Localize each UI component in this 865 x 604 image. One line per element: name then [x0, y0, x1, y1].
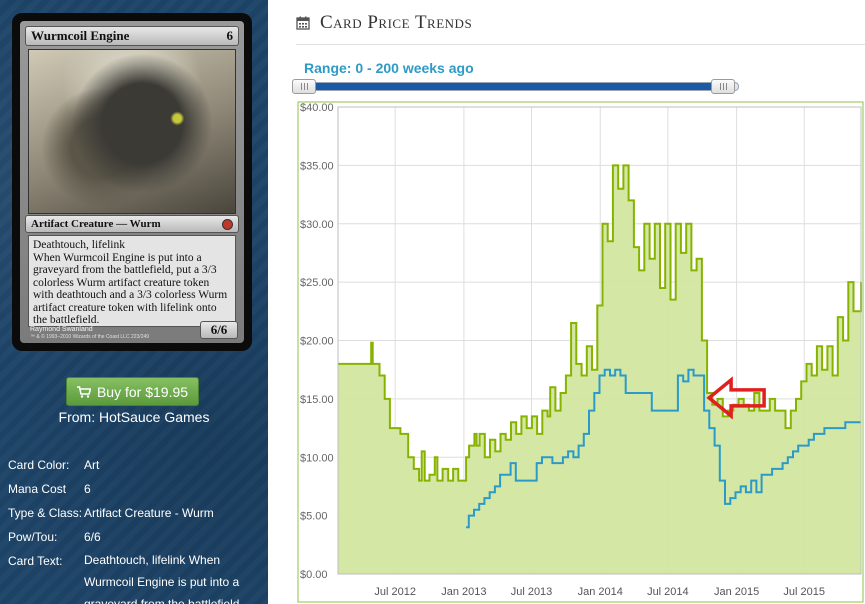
detail-label: Pow/Tou: [8, 530, 58, 544]
card-sidebar: Wurmcoil Engine 6 Artifact Creature — Wu… [0, 0, 268, 604]
card-copyright: ™ & © 1993–2010 Wizards of the Coast LLC… [30, 334, 150, 340]
range-label: Range: 0 - 200 weeks ago [304, 60, 474, 76]
card-power-toughness: 6/6 [200, 321, 238, 339]
detail-value: Art [84, 458, 100, 472]
card-image: Wurmcoil Engine 6 Artifact Creature — Wu… [12, 13, 252, 351]
card-details: Card Color: Art Mana Cost 6 Type & Class… [8, 453, 264, 604]
price-area-fill [338, 165, 861, 574]
y-tick-label: $40.00 [300, 102, 334, 114]
detail-row-mana: Mana Cost 6 [8, 477, 264, 501]
detail-row-color: Card Color: Art [8, 453, 264, 477]
card-title-bar: Wurmcoil Engine 6 [25, 26, 239, 46]
calendar-icon [296, 16, 310, 30]
x-tick-label: Jul 2015 [783, 586, 825, 598]
detail-label: Card Color: [8, 458, 70, 472]
annotation-arrow [706, 376, 766, 420]
detail-row-powtou: Pow/Tou: 6/6 [8, 525, 264, 549]
y-tick-label: $30.00 [300, 219, 334, 231]
cart-icon [76, 385, 91, 398]
header-divider [296, 44, 865, 45]
x-tick-label: Jul 2013 [511, 586, 553, 598]
buy-button[interactable]: Buy for $19.95 [66, 377, 199, 406]
detail-label: Type & Class: [8, 506, 83, 520]
detail-label: Card Text: [8, 554, 63, 568]
x-tick-label: Jan 2013 [441, 586, 486, 598]
card-rules-text: When Wurmcoil Engine is put into a grave… [33, 251, 228, 327]
card-mana-cost: 6 [226, 28, 234, 43]
set-symbol-icon [222, 218, 233, 230]
card-rules-keywords: Deathtouch, lifelink [33, 239, 125, 251]
y-tick-label: $5.00 [300, 511, 328, 523]
seller-name: From: HotSauce Games [58, 409, 210, 425]
x-tick-label: Jul 2012 [374, 586, 416, 598]
page-title: Card Price Trends [320, 12, 473, 33]
buy-button-label: Buy for $19.95 [96, 383, 189, 400]
detail-value: 6/6 [84, 530, 101, 544]
card-type-bar: Artifact Creature — Wurm [25, 215, 239, 233]
x-tick-label: Jan 2014 [578, 586, 623, 598]
detail-row-text: Card Text: Deathtouch, lifelink When Wur… [8, 549, 264, 604]
range-slider-handle-start[interactable] [292, 79, 316, 94]
y-tick-label: $10.00 [300, 452, 334, 464]
x-tick-label: Jan 2015 [714, 586, 759, 598]
y-tick-label: $0.00 [300, 569, 328, 581]
y-tick-label: $25.00 [300, 277, 334, 289]
range-slider[interactable] [292, 79, 739, 94]
y-tick-label: $35.00 [300, 160, 334, 172]
card-type-line: Artifact Creature — Wurm [31, 218, 161, 230]
price-trends-header: Card Price Trends [296, 8, 472, 38]
x-tick-label: Jul 2014 [647, 586, 689, 598]
price-area-line [338, 164, 862, 482]
price-chart: $0.00 $5.00 $10.00 $15.00 $20.00 $25.00 $30.00… [297, 101, 864, 603]
price-line [466, 368, 861, 529]
card-name: Wurmcoil Engine [31, 28, 130, 43]
detail-value: Artifact Creature - Wurm [84, 506, 214, 520]
card-textbox: Deathtouch, lifelink When Wurmcoil Engin… [28, 235, 236, 327]
detail-label: Mana Cost [8, 482, 67, 496]
y-tick-label: $15.00 [300, 394, 334, 406]
detail-row-type: Type & Class: Artifact Creature - Wurm [8, 501, 264, 525]
card-artist: Raymond Swanland [30, 326, 93, 333]
plot-border [337, 106, 862, 575]
price-chart-container: $0.00 $5.00 $10.00 $15.00 $20.00 $25.00 $30.00… [296, 100, 865, 604]
y-tick-label: $20.00 [300, 336, 334, 348]
card-artwork [28, 49, 236, 214]
range-slider-selection [304, 83, 728, 90]
range-slider-handle-end[interactable] [711, 79, 735, 94]
detail-value: Deathtouch, lifelink When Wurmcoil Engin… [84, 553, 240, 604]
card-frame: Wurmcoil Engine 6 Artifact Creature — Wu… [20, 21, 244, 343]
detail-value: 6 [84, 482, 91, 496]
